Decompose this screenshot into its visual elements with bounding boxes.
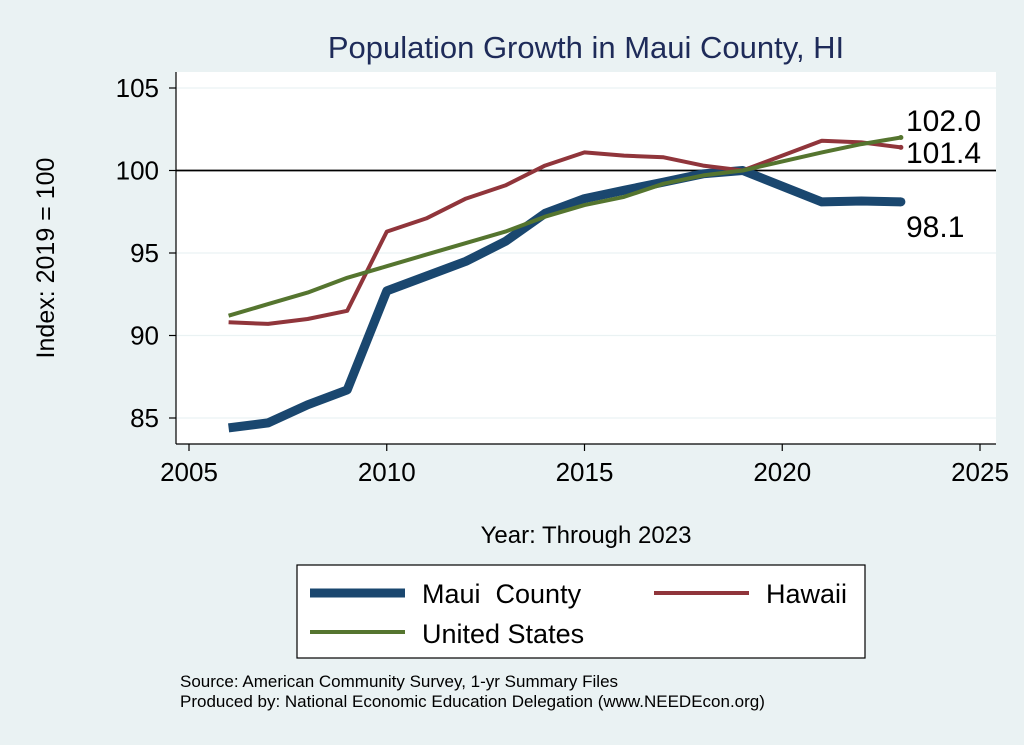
x-tick-label-2010: 2010 xyxy=(358,457,416,487)
series-layer xyxy=(228,135,902,433)
y-tick-label-105: 105 xyxy=(116,73,159,103)
legend: Maui County Hawaii United States xyxy=(296,564,866,659)
end-label-hawaii: 101.4 xyxy=(906,137,981,170)
x-ticks: 2005 2010 2015 2020 2025 xyxy=(160,444,1009,487)
x-tick-label-2005: 2005 xyxy=(160,457,218,487)
end-point-maui-county xyxy=(896,197,906,207)
end-label-maui-county: 98.1 xyxy=(906,211,964,244)
source-note: Source: American Community Survey, 1-yr … xyxy=(180,672,619,691)
y-tick-label-95: 95 xyxy=(130,238,159,268)
plot-area xyxy=(176,72,996,444)
legend-label-united-states: United States xyxy=(422,619,584,649)
series-line-maui-county xyxy=(228,166,902,433)
end-point-united-states xyxy=(898,135,904,140)
y-tick-label-90: 90 xyxy=(130,321,159,351)
legend-box xyxy=(296,564,866,659)
x-tick-label-2015: 2015 xyxy=(556,457,614,487)
series-line-hawaii xyxy=(228,138,902,326)
y-tick-label-85: 85 xyxy=(130,403,159,433)
end-point-hawaii xyxy=(898,144,904,150)
legend-label-maui-county: Maui County xyxy=(422,579,582,609)
chart-footer: Source: American Community Survey, 1-yr … xyxy=(180,672,765,712)
x-axis-label: Year: Through 2023 xyxy=(481,522,692,549)
series-line-united-states xyxy=(228,135,902,318)
y-axis-label: Index: 2019 = 100 xyxy=(32,158,60,359)
y-tick-label-100: 100 xyxy=(116,156,159,186)
end-label-united-states: 102.0 xyxy=(906,105,981,138)
chart-title: Population Growth in Maui County, HI xyxy=(328,30,844,65)
y-ticks: 85 90 95 100 105 xyxy=(116,73,176,433)
x-tick-label-2020: 2020 xyxy=(753,457,811,487)
producer-note: Produced by: National Economic Education… xyxy=(180,692,765,711)
x-tick-label-2025: 2025 xyxy=(951,457,1009,487)
legend-label-hawaii: Hawaii xyxy=(766,579,847,609)
